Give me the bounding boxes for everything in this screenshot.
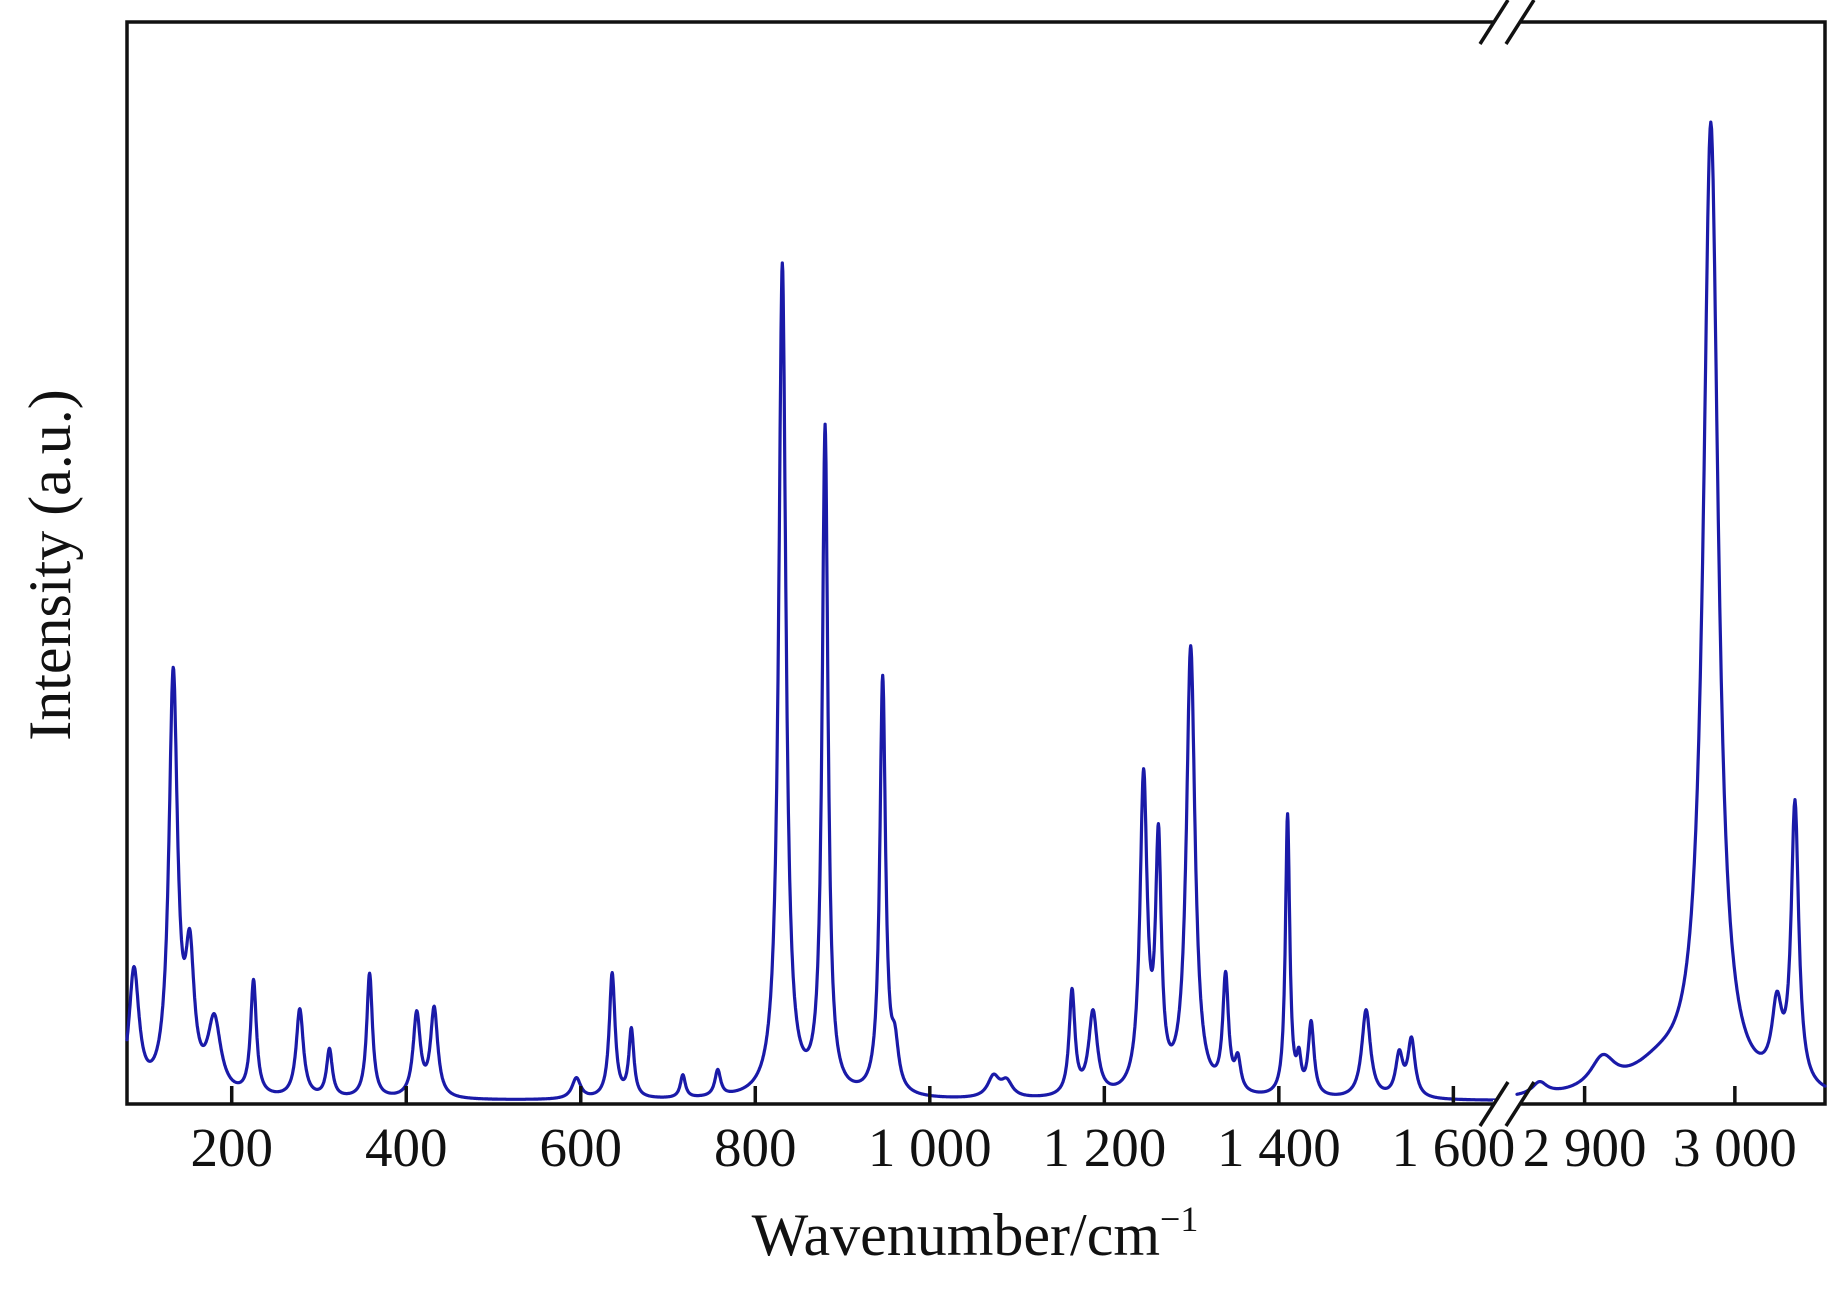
x-tick-label: 600: [540, 1117, 623, 1178]
x-tick-label: 3 000: [1673, 1117, 1797, 1178]
x-tick-label: 400: [365, 1117, 448, 1178]
x-tick-label: 200: [190, 1117, 273, 1178]
spectrum-line-segment-2: [1515, 120, 1827, 1096]
axis-break: [1478, 0, 1536, 1127]
x-tick-label: 1 200: [1042, 1117, 1166, 1178]
x-axis-title: Wavenumber/cm−1: [752, 1199, 1199, 1268]
axis-break-gap-bottom: [1493, 1100, 1521, 1108]
axis-break-mark: [1478, 1081, 1510, 1127]
x-axis-title-exponent: −1: [1160, 1199, 1198, 1239]
axis-break-mark: [1504, 0, 1536, 45]
axis-break-gap-top: [1493, 18, 1521, 26]
x-tick-label: 1 000: [868, 1117, 992, 1178]
x-tick-label: 800: [714, 1117, 797, 1178]
x-tick-label: 2 900: [1523, 1117, 1647, 1178]
x-axis-title-text: Wavenumber/cm: [752, 1202, 1160, 1268]
y-axis-title: Intensity (a.u.): [17, 389, 83, 741]
axis-break-mark: [1478, 0, 1510, 45]
spectrum-line-segment-1: [125, 261, 1499, 1102]
plot-frame: [125, 20, 1827, 1106]
x-tick-label: 1 600: [1391, 1117, 1515, 1178]
x-tick-label: 1 400: [1217, 1117, 1341, 1178]
x-axis: 200 400 600 800 1 000 1 200 1 400 1 600 2 900 3 0…: [190, 1086, 1797, 1178]
spectrum-layer: [125, 120, 1827, 1102]
axis-break-mark: [1504, 1081, 1536, 1127]
